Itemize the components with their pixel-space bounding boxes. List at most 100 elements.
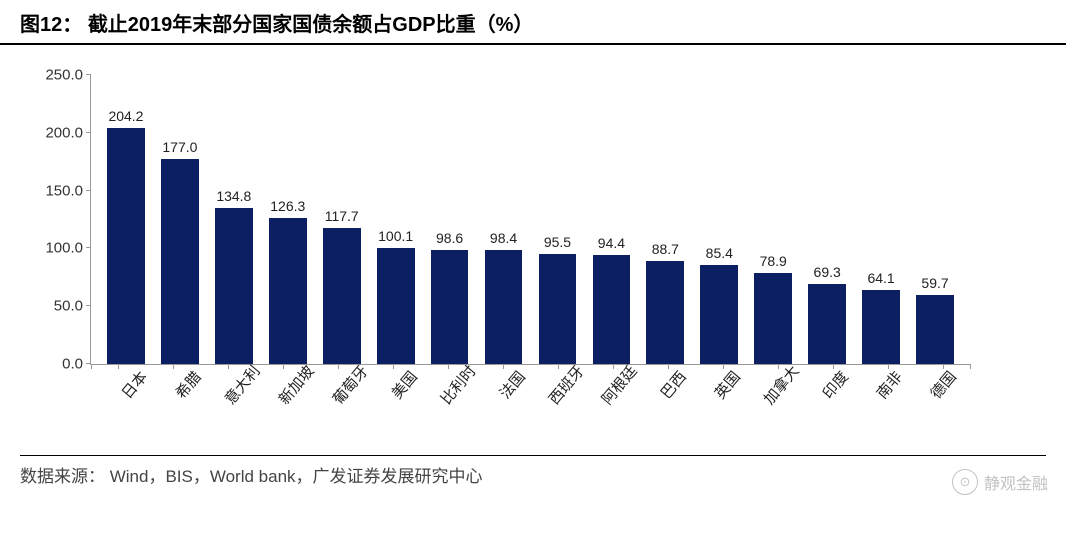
bar-wrap: 98.6	[423, 75, 477, 364]
x-category-label: 日本	[109, 357, 160, 412]
bar-value-label: 95.5	[544, 234, 571, 250]
source-text: Wind，BIS，World bank，广发证券发展研究中心	[110, 467, 483, 486]
bar	[808, 284, 846, 364]
y-tick-label: 0.0	[62, 356, 91, 373]
x-category-label: 新加坡	[270, 357, 321, 412]
x-tick-mark	[613, 364, 614, 369]
bar	[323, 228, 361, 364]
bar	[269, 218, 307, 364]
x-tick-mark	[970, 364, 971, 369]
y-tick-mark	[86, 190, 91, 191]
y-tick-mark	[86, 74, 91, 75]
source-label: 数据来源：	[20, 467, 105, 486]
x-tick-mark	[393, 364, 394, 369]
x-category-label: 印度	[810, 357, 861, 412]
bar	[161, 159, 199, 364]
x-tick-mark	[558, 364, 559, 369]
bar	[593, 255, 631, 364]
bar-wrap: 78.9	[746, 75, 800, 364]
watermark: ⊙ 静观金融	[952, 469, 1048, 495]
bar	[485, 250, 523, 364]
bar-value-label: 88.7	[652, 241, 679, 257]
bar-wrap: 95.5	[531, 75, 585, 364]
x-category-label: 葡萄牙	[324, 357, 375, 412]
bar-value-label: 126.3	[270, 198, 305, 214]
bar	[377, 248, 415, 364]
y-tick-label: 50.0	[54, 298, 91, 315]
bar-wrap: 177.0	[153, 75, 207, 364]
x-tick-mark	[503, 364, 504, 369]
bar-wrap: 100.1	[369, 75, 423, 364]
x-category-label: 法国	[486, 357, 537, 412]
bar-wrap: 126.3	[261, 75, 315, 364]
bar-value-label: 100.1	[378, 228, 413, 244]
y-tick-label: 150.0	[45, 182, 91, 199]
bar-value-label: 117.7	[325, 208, 359, 224]
bar	[700, 265, 738, 364]
bar-value-label: 98.6	[436, 230, 463, 246]
wechat-icon: ⊙	[952, 469, 978, 495]
x-tick-mark	[943, 364, 944, 369]
bar-wrap: 85.4	[692, 75, 746, 364]
x-category-label: 意大利	[217, 357, 268, 412]
bar-wrap: 64.1	[854, 75, 908, 364]
x-tick-mark	[888, 364, 889, 369]
x-category-label: 美国	[378, 357, 429, 412]
bar-value-label: 78.9	[760, 253, 787, 269]
bar-wrap: 88.7	[638, 75, 692, 364]
bar-value-label: 98.4	[490, 230, 517, 246]
x-tick-mark	[668, 364, 669, 369]
x-tick-mark	[833, 364, 834, 369]
x-category-label: 西班牙	[540, 357, 591, 412]
bar-value-label: 69.3	[814, 264, 841, 280]
chart-title: 图12： 截止2019年末部分国家国债余额占GDP比重（%）	[0, 0, 1066, 45]
x-labels: 日本希腊意大利新加坡葡萄牙美国比利时法国西班牙阿根廷巴西英国加拿大印度南非德国	[91, 364, 970, 391]
x-category-label: 比利时	[432, 357, 483, 412]
bar	[215, 208, 253, 364]
x-category-label: 英国	[702, 357, 753, 412]
x-category-label: 巴西	[648, 357, 699, 412]
bar-value-label: 85.4	[706, 245, 733, 261]
bar	[862, 290, 900, 364]
x-tick-mark	[118, 364, 119, 369]
bar-wrap: 134.8	[207, 75, 261, 364]
bar	[431, 250, 469, 364]
source-line: 数据来源： Wind，BIS，World bank，广发证券发展研究中心	[20, 455, 1046, 487]
bar-value-label: 134.8	[216, 188, 251, 204]
y-tick-mark	[86, 132, 91, 133]
x-tick-mark	[283, 364, 284, 369]
watermark-text: 静观金融	[984, 470, 1048, 494]
bar-value-label: 59.7	[921, 275, 948, 291]
bar	[539, 254, 577, 364]
bar	[754, 273, 792, 364]
x-tick-mark	[173, 364, 174, 369]
bar-wrap: 204.2	[99, 75, 153, 364]
bar-value-label: 177.0	[162, 139, 197, 155]
bar-wrap: 98.4	[477, 75, 531, 364]
bar-value-label: 204.2	[108, 108, 143, 124]
bar-value-label: 94.4	[598, 235, 625, 251]
y-tick-label: 100.0	[45, 240, 91, 257]
bar	[107, 128, 145, 364]
title-text: 截止2019年末部分国家国债余额占GDP比重（%）	[88, 14, 534, 36]
x-tick-mark	[338, 364, 339, 369]
x-category-label: 阿根廷	[594, 357, 645, 412]
chart-plot: 204.2 177.0 134.8 126.3 117.7 100.1 98.6 98.4 95…	[90, 75, 970, 365]
chart-area: 204.2 177.0 134.8 126.3 117.7 100.1 98.6 98.4 95…	[0, 45, 1066, 455]
bar-wrap: 94.4	[584, 75, 638, 364]
x-category-label: 加拿大	[756, 357, 807, 412]
x-tick-mark	[723, 364, 724, 369]
bar-value-label: 64.1	[867, 270, 894, 286]
bar-wrap: 69.3	[800, 75, 854, 364]
x-tick-mark	[91, 364, 92, 369]
x-category-label: 希腊	[163, 357, 214, 412]
y-tick-mark	[86, 247, 91, 248]
x-tick-mark	[448, 364, 449, 369]
x-tick-mark	[778, 364, 779, 369]
x-category-label: 南非	[864, 357, 915, 412]
y-tick-label: 200.0	[45, 124, 91, 141]
x-tick-mark	[228, 364, 229, 369]
bars-container: 204.2 177.0 134.8 126.3 117.7 100.1 98.6 98.4 95…	[91, 75, 970, 364]
title-prefix: 图12：	[20, 14, 82, 36]
y-tick-mark	[86, 305, 91, 306]
